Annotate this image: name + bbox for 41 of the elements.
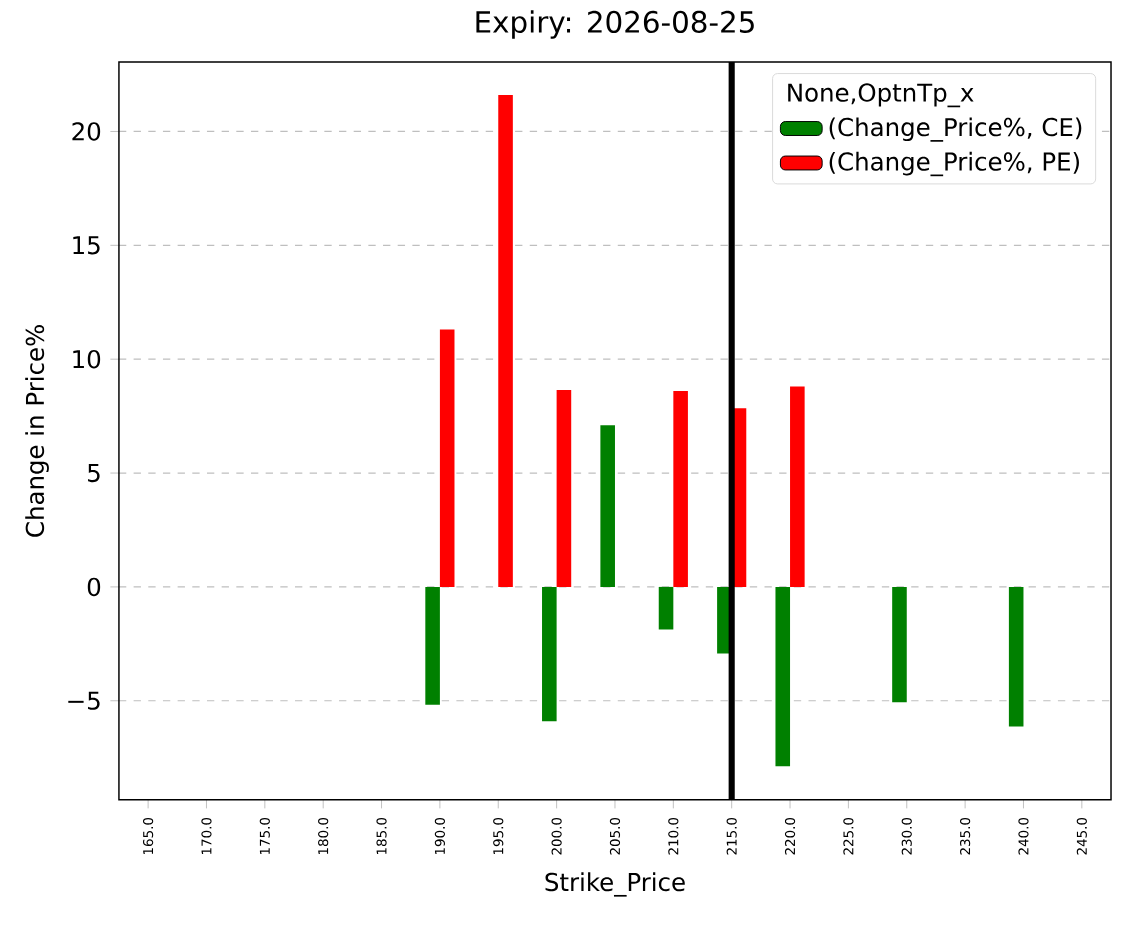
x-tick-label: 165.0 [143, 818, 154, 855]
x-tick-label: 225.0 [843, 818, 854, 855]
bar [1008, 587, 1024, 727]
bar [600, 425, 615, 588]
x-tick-label: 245.0 [1076, 818, 1087, 855]
x-tick-label: 175.0 [259, 818, 270, 855]
bar [498, 95, 513, 588]
x-tick-label: 190.0 [434, 818, 445, 855]
legend-title: None,OptnTp_x [788, 83, 974, 108]
bar [439, 329, 455, 588]
x-tick-label: 170.0 [201, 818, 212, 855]
x-tick-label: 230.0 [901, 818, 912, 855]
bar [775, 587, 791, 767]
x-tick-label: 200.0 [551, 818, 562, 855]
bar [542, 587, 557, 722]
legend-label: (Change_Price%, CE) [829, 117, 1082, 142]
y-tick-label: 10 [73, 350, 101, 369]
bar [790, 386, 805, 588]
x-tick-label: 220.0 [784, 818, 796, 855]
bar [673, 391, 688, 588]
y-tick-label: 5 [88, 464, 100, 483]
x-tick-label: 215.0 [726, 818, 737, 855]
x-tick-label: 180.0 [318, 818, 329, 855]
x-tick-label: 185.0 [376, 818, 387, 855]
chart-title: Expiry: 2026-08-25 [476, 10, 754, 39]
x-tick-label: 205.0 [609, 818, 621, 855]
y-axis-title: Change in Price% [25, 325, 49, 537]
bar [658, 587, 674, 630]
x-tick-label: 210.0 [668, 818, 679, 855]
bar [892, 587, 907, 703]
y-tick-label: −5 [68, 691, 100, 710]
x-tick-label: 195.0 [493, 818, 504, 855]
bar [556, 390, 572, 588]
x-tick-label: 235.0 [960, 818, 971, 855]
y-tick-label: 0 [87, 577, 101, 597]
y-tick-label: 20 [72, 122, 101, 141]
bar [425, 587, 440, 705]
x-axis-title: Strike_Price [545, 872, 685, 897]
y-tick-label: 15 [73, 236, 100, 255]
x-tick-label: 240.0 [1018, 818, 1029, 855]
legend-label: (Change_Price%, PE) [829, 151, 1079, 177]
